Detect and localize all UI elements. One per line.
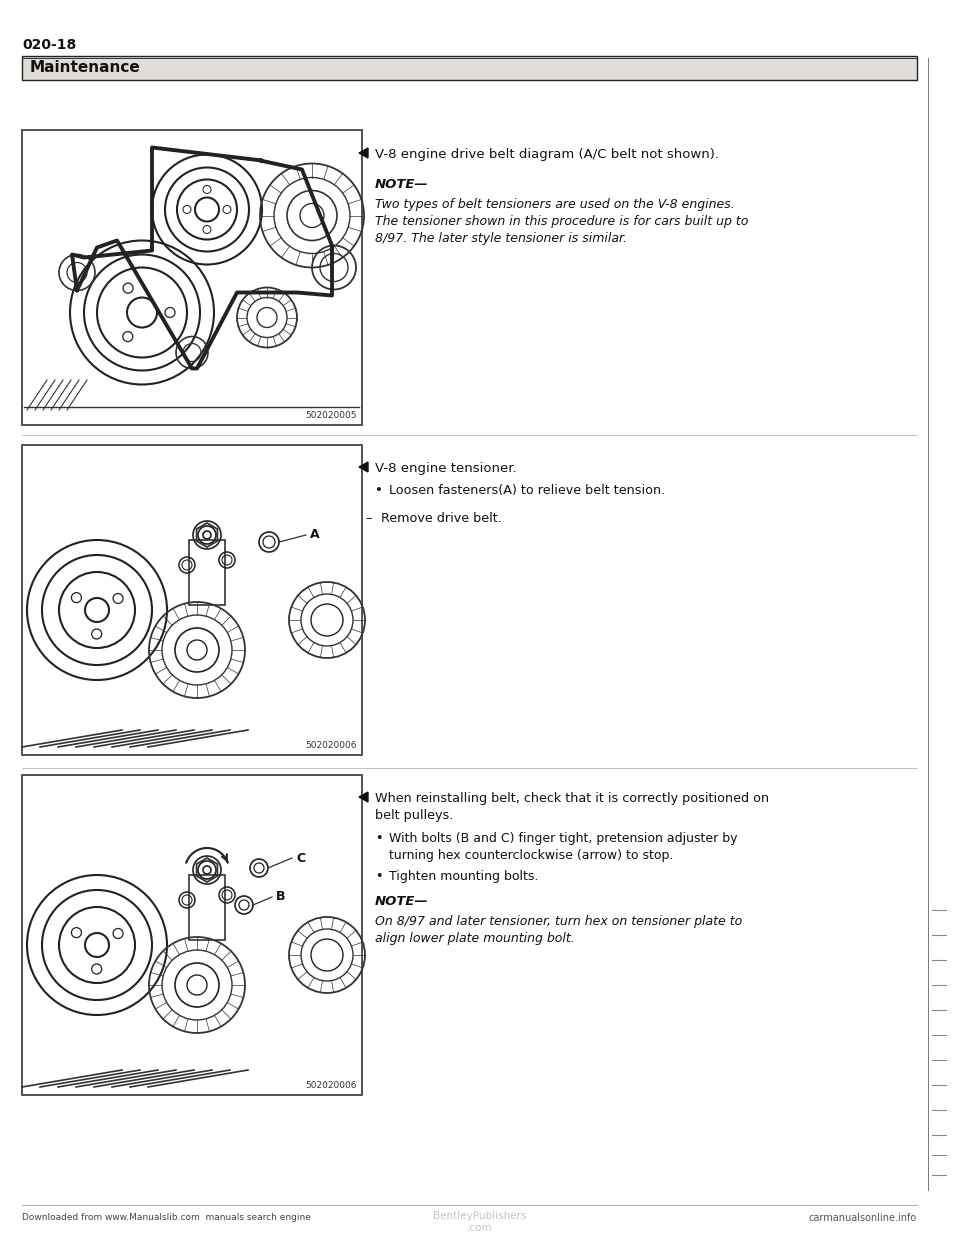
Polygon shape <box>359 462 368 472</box>
Text: •: • <box>375 869 382 883</box>
Text: •: • <box>375 484 383 497</box>
Polygon shape <box>359 148 368 158</box>
Text: Remove drive belt.: Remove drive belt. <box>381 512 502 525</box>
Text: C: C <box>296 852 305 864</box>
Text: turning hex counterclockwise (arrow) to stop.: turning hex counterclockwise (arrow) to … <box>389 850 673 862</box>
Text: NOTE—: NOTE— <box>375 895 428 908</box>
Text: When reinstalling belt, check that it is correctly positioned on: When reinstalling belt, check that it is… <box>375 792 769 805</box>
Text: Loosen fasteners(A) to relieve belt tension.: Loosen fasteners(A) to relieve belt tens… <box>389 484 665 497</box>
Polygon shape <box>359 792 368 802</box>
Text: Two types of belt tensioners are used on the V-8 engines.: Two types of belt tensioners are used on… <box>375 197 734 211</box>
Text: On 8/97 and later tensioner, turn hex on tensioner plate to: On 8/97 and later tensioner, turn hex on… <box>375 915 742 928</box>
Text: The tensioner shown in this procedure is for cars built up to: The tensioner shown in this procedure is… <box>375 215 749 229</box>
Text: 020-18: 020-18 <box>22 39 76 52</box>
Bar <box>189 540 225 605</box>
Text: NOTE—: NOTE— <box>375 178 428 191</box>
Text: 8/97. The later style tensioner is similar.: 8/97. The later style tensioner is simil… <box>375 232 627 245</box>
Text: Downloaded from www.Manualslib.com  manuals search engine: Downloaded from www.Manualslib.com manua… <box>22 1213 311 1222</box>
Text: V-8 engine tensioner.: V-8 engine tensioner. <box>375 462 516 474</box>
Text: align lower plate mounting bolt.: align lower plate mounting bolt. <box>375 932 575 945</box>
Bar <box>22 130 362 425</box>
Bar <box>22 775 362 1095</box>
Text: V-8 engine drive belt diagram (A/C belt not shown).: V-8 engine drive belt diagram (A/C belt … <box>375 148 719 161</box>
Text: BentleyPublishers: BentleyPublishers <box>433 1211 527 1221</box>
Text: Maintenance: Maintenance <box>30 61 141 76</box>
Text: 502020006: 502020006 <box>305 1081 357 1090</box>
Text: carmanualsonline.info: carmanualsonline.info <box>808 1213 917 1223</box>
Text: A: A <box>310 529 320 542</box>
Text: Tighten mounting bolts.: Tighten mounting bolts. <box>389 869 539 883</box>
Text: With bolts (B and C) finger tight, pretension adjuster by: With bolts (B and C) finger tight, prete… <box>389 832 737 845</box>
Text: .com: .com <box>468 1223 492 1233</box>
Text: –: – <box>365 512 372 525</box>
Text: B: B <box>276 891 285 903</box>
Text: 502020006: 502020006 <box>305 741 357 750</box>
Bar <box>189 876 225 940</box>
Text: 502020005: 502020005 <box>305 411 357 420</box>
Bar <box>22 56 917 79</box>
Bar <box>22 445 362 755</box>
Text: •: • <box>375 832 382 845</box>
Text: belt pulleys.: belt pulleys. <box>375 809 453 822</box>
